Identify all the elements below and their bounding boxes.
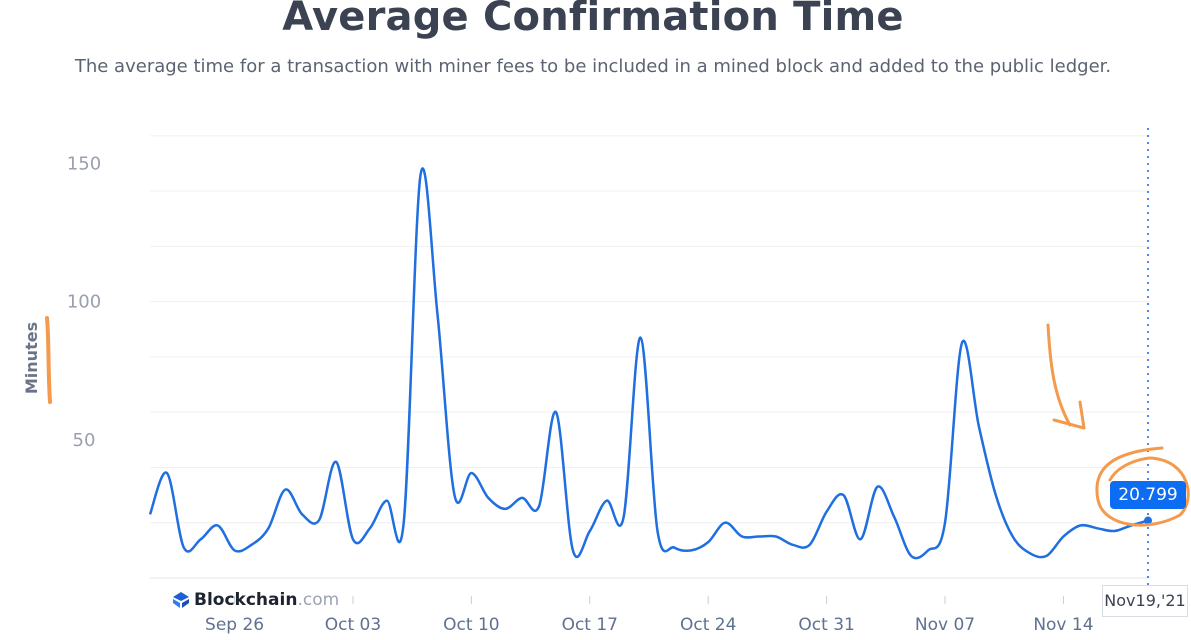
- hover-point: [1144, 516, 1152, 525]
- hover-date-label: Nov19,'21: [1102, 585, 1188, 617]
- annotation-circle: [1095, 446, 1190, 527]
- x-tick-label: Oct 03: [325, 615, 381, 635]
- brand-logo[interactable]: Blockchain.com: [172, 590, 339, 610]
- y-axis-label: Minutes: [22, 322, 41, 394]
- hover-value-tooltip: 20.799: [1110, 481, 1186, 509]
- y-tick-labels: 50 100 150: [67, 153, 101, 450]
- x-tick-label: Oct 17: [562, 615, 618, 635]
- x-tick-label: Sep 26: [205, 615, 264, 635]
- x-tick-labels: Sep 26 Oct 03 Oct 10 Oct 17 Oct 24 Oct 31 Nov …: [205, 596, 1094, 635]
- grid-lines: [150, 135, 1150, 579]
- annotation-arrow-icon: [1046, 323, 1086, 430]
- chart-title: Average Confirmation Time: [282, 0, 904, 40]
- brand-domain: .com: [297, 590, 340, 610]
- blockchain-logo-icon: [173, 592, 189, 608]
- x-tick-label: Oct 24: [680, 615, 736, 635]
- chart-subtitle: The average time for a transaction with …: [74, 56, 1112, 77]
- x-tick-label: Oct 10: [443, 615, 499, 635]
- y-tick-label: 100: [67, 292, 101, 313]
- annotations: [45, 316, 1190, 527]
- x-tick-label: Oct 31: [798, 615, 854, 635]
- y-tick-label: 150: [67, 153, 101, 174]
- x-tick-label: Nov 07: [915, 615, 975, 635]
- series-line: [148, 167, 1149, 560]
- brand-name: Blockchain: [194, 590, 298, 610]
- y-tick-label: 50: [73, 430, 96, 451]
- annotation-axis-mark: [45, 316, 52, 404]
- x-tick-label: Nov 14: [1033, 615, 1093, 635]
